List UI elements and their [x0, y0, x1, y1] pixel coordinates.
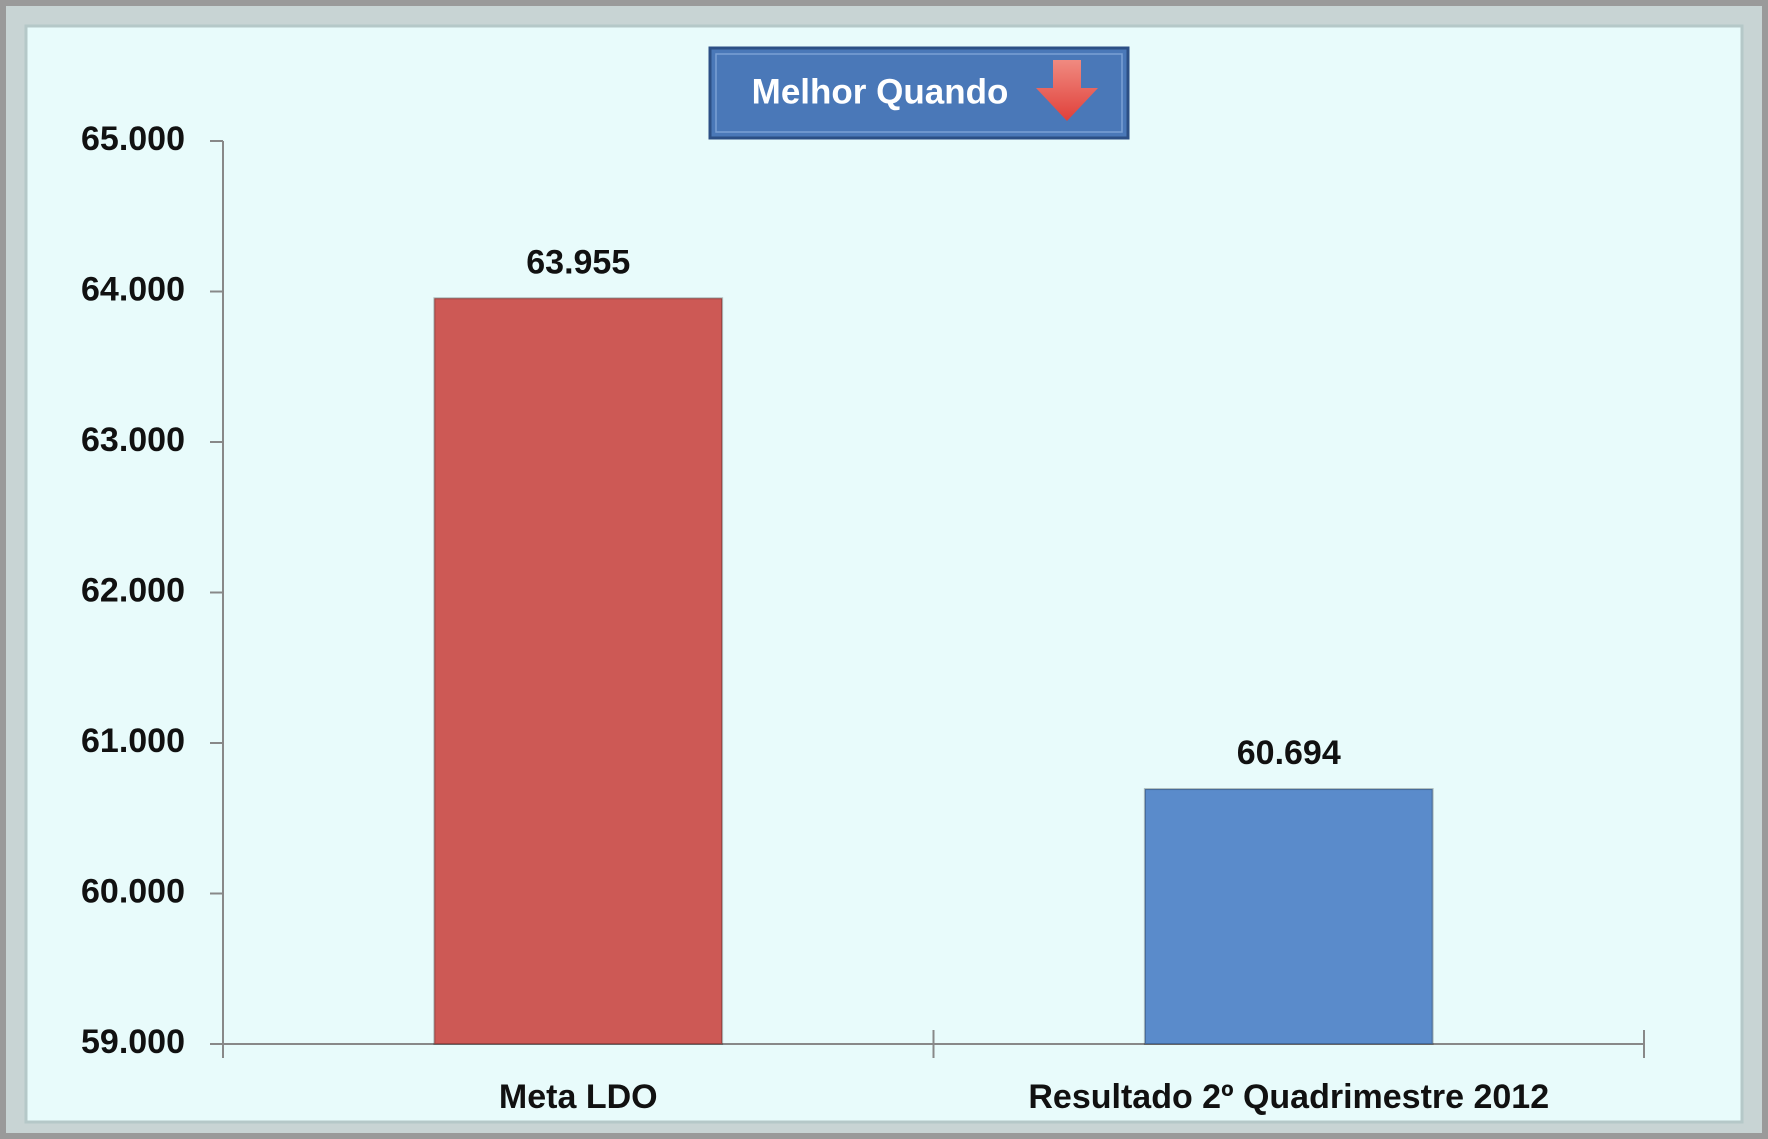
data-label: 63.955: [526, 243, 630, 281]
annotation-box: Melhor Quando: [708, 46, 1130, 140]
x-tick-label: Resultado 2º Quadrimestre 2012: [1028, 1078, 1549, 1116]
bar: [1143, 788, 1434, 1045]
y-tick-label: 65.000: [81, 120, 185, 158]
annotation-text: Melhor Quando: [752, 72, 1009, 111]
y-tick-label: 60.000: [81, 872, 185, 910]
y-tick-label: 61.000: [81, 722, 185, 760]
arrow-icon: [1036, 60, 1098, 121]
plot-background: [24, 24, 1744, 1124]
y-tick-label: 63.000: [81, 421, 185, 459]
y-tick-label: 62.000: [81, 571, 185, 609]
data-label: 60.694: [1237, 734, 1341, 772]
y-tick-label: 59.000: [81, 1023, 185, 1061]
x-tick-label: Meta LDO: [499, 1078, 658, 1116]
y-tick-label: 64.000: [81, 270, 185, 308]
bar: [433, 297, 724, 1045]
